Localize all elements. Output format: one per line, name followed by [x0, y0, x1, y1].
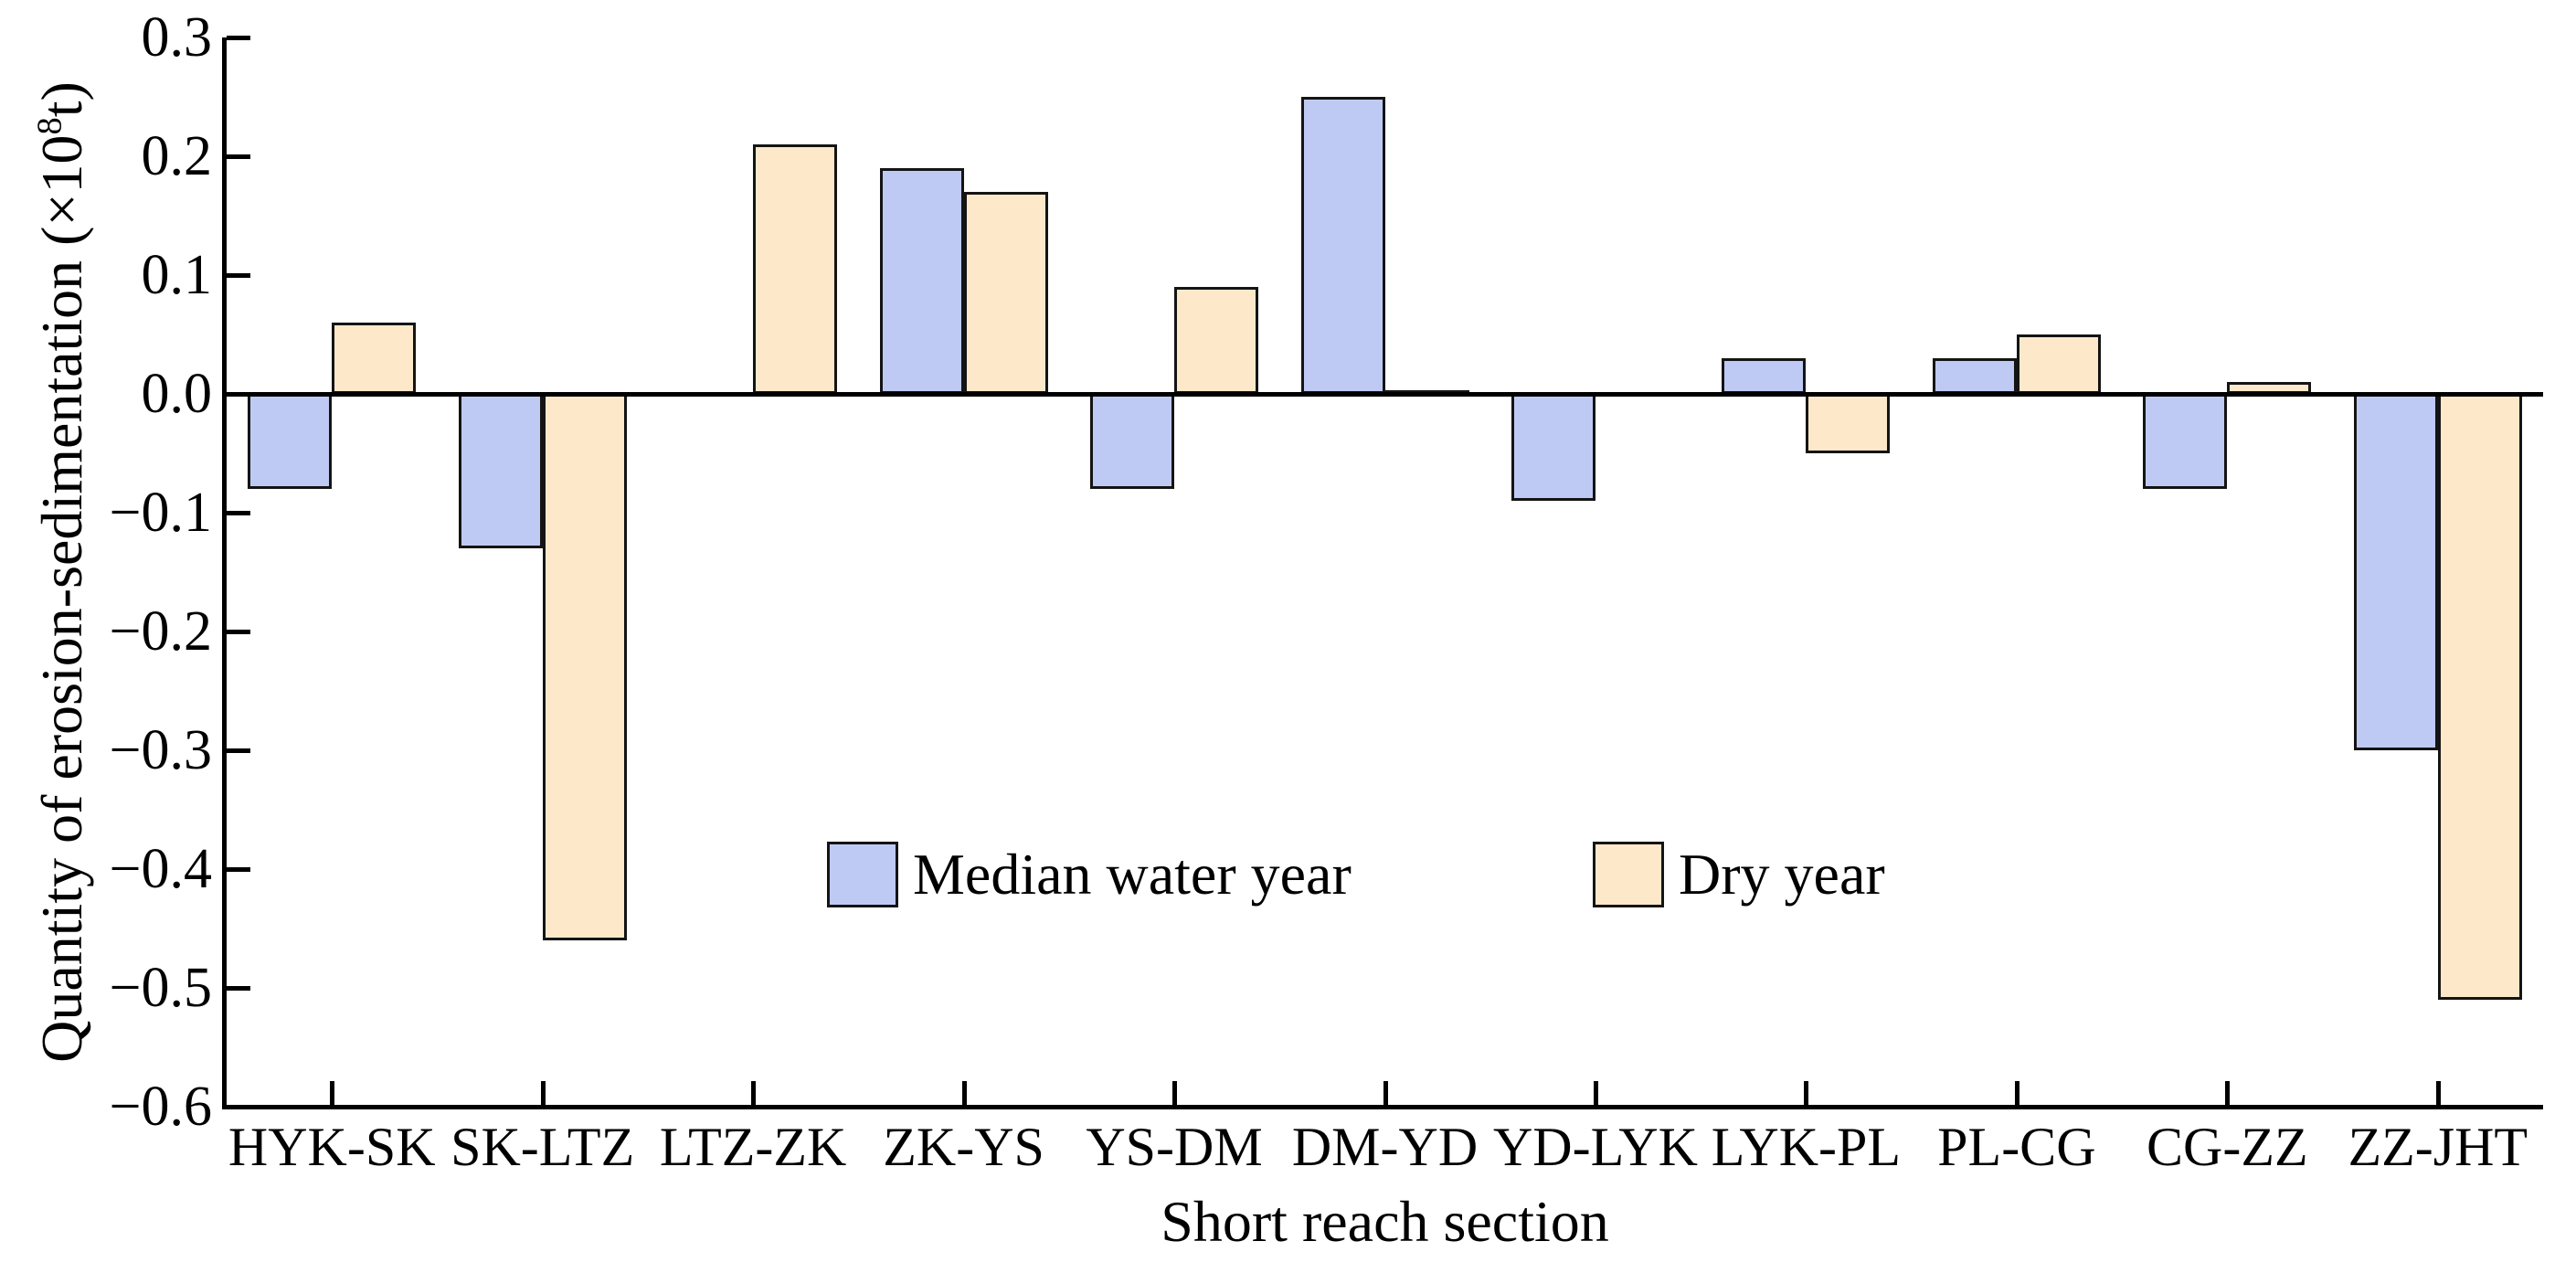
x-tick-mark — [1593, 1081, 1598, 1105]
bar-median-water-year-dm-yd — [1300, 97, 1385, 394]
y-tick-mark — [227, 154, 250, 159]
bar-median-water-year-lyk-pl — [1722, 358, 1807, 394]
y-tick-mark — [227, 748, 250, 753]
x-category-label: YS-DM — [1086, 1117, 1263, 1177]
y-tick-mark — [227, 36, 250, 40]
x-tick-mark — [751, 1081, 757, 1105]
y-axis-title-end: t) — [29, 81, 94, 118]
y-tick-label: 0.3 — [141, 6, 213, 69]
y-tick-label: 0.1 — [141, 244, 213, 306]
bar-median-water-year-hyk-sk — [248, 394, 333, 489]
x-category-label: LTZ-ZK — [659, 1117, 847, 1177]
x-tick-mark — [2435, 1081, 2441, 1105]
x-category-label: ZK-YS — [883, 1117, 1044, 1177]
y-tick-mark — [227, 392, 250, 397]
x-tick-mark — [961, 1081, 967, 1105]
legend-swatch-dry-year — [1593, 842, 1664, 907]
bar-dry-year-sk-ltz — [542, 394, 627, 940]
x-category-label: YD-LYK — [1492, 1117, 1698, 1177]
y-tick-mark — [227, 511, 250, 515]
bar-median-water-year-zk-ys — [879, 168, 964, 394]
y-tick-label: 0.0 — [141, 363, 213, 425]
y-axis-line — [222, 37, 227, 1109]
x-tick-mark — [330, 1081, 335, 1105]
x-category-label: CG-ZZ — [2146, 1117, 2308, 1177]
x-category-label: SK-LTZ — [451, 1117, 635, 1177]
legend-item-dry-year: Dry year — [1593, 839, 1885, 910]
bar-dry-year-zk-ys — [963, 192, 1048, 394]
x-axis-title: Short reach section — [1161, 1189, 1609, 1254]
bar-median-water-year-ys-dm — [1090, 394, 1175, 489]
y-tick-label: −0.6 — [109, 1076, 212, 1138]
x-tick-mark — [540, 1081, 546, 1105]
y-tick-label: −0.2 — [109, 600, 212, 663]
bar-median-water-year-pl-cg — [1932, 358, 2017, 394]
y-tick-label: −0.3 — [109, 719, 212, 781]
y-tick-mark — [227, 273, 250, 278]
bar-median-water-year-zz-jht — [2353, 394, 2438, 750]
y-tick-label: −0.5 — [109, 957, 212, 1019]
y-tick-mark — [227, 986, 250, 991]
zero-line — [222, 392, 2543, 397]
bar-dry-year-lyk-pl — [1806, 394, 1891, 453]
y-tick-mark — [227, 867, 250, 872]
legend-item-median-water-year: Median water year — [827, 839, 1352, 910]
legend-swatch-median-water-year — [827, 842, 898, 907]
x-tick-mark — [1172, 1081, 1178, 1105]
bar-median-water-year-cg-zz — [2143, 394, 2228, 489]
y-tick-label: −0.4 — [109, 838, 212, 900]
x-category-label: PL-CG — [1937, 1117, 2096, 1177]
x-category-label: LYK-PL — [1711, 1117, 1902, 1177]
legend-label-dry-year: Dry year — [1679, 842, 1885, 907]
x-tick-mark — [2225, 1081, 2231, 1105]
y-tick-mark — [227, 1105, 250, 1109]
y-tick-label: −0.1 — [109, 482, 212, 544]
x-category-label: ZZ-JHT — [2348, 1117, 2528, 1177]
y-tick-mark — [227, 630, 250, 634]
x-tick-mark — [2014, 1081, 2019, 1105]
x-category-label: HYK-SK — [228, 1117, 436, 1177]
bar-dry-year-ys-dm — [1174, 287, 1259, 394]
bar-dry-year-hyk-sk — [332, 323, 417, 394]
bar-dry-year-pl-cg — [2016, 334, 2101, 394]
x-category-label: DM-YD — [1291, 1117, 1479, 1177]
x-tick-mark — [1383, 1081, 1388, 1105]
bar-median-water-year-sk-ltz — [458, 394, 543, 548]
legend-label-median-water-year: Median water year — [913, 842, 1352, 907]
bar-median-water-year-yd-lyk — [1511, 394, 1595, 501]
bar-dry-year-zz-jht — [2437, 394, 2522, 1000]
y-tick-label: 0.2 — [141, 125, 213, 187]
x-axis-line — [222, 1105, 2543, 1109]
x-tick-mark — [1804, 1081, 1809, 1105]
bar-dry-year-ltz-zk — [753, 144, 838, 394]
